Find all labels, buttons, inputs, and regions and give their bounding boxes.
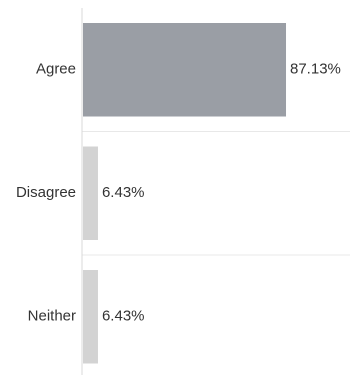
category-labels: Agree Disagree Neither	[16, 61, 76, 325]
bars-group	[83, 23, 287, 364]
value-label-neither: 6.43%	[102, 308, 145, 325]
bar-neither	[83, 270, 98, 364]
value-label-agree: 87.13%	[290, 61, 341, 78]
category-separators	[82, 131, 350, 256]
category-label-agree: Agree	[36, 61, 76, 78]
category-label-neither: Neither	[28, 308, 76, 325]
value-label-disagree: 6.43%	[102, 184, 145, 201]
bar-disagree	[83, 146, 98, 240]
bar-agree	[83, 23, 287, 117]
value-labels: 87.13% 6.43% 6.43%	[102, 61, 341, 325]
category-label-disagree: Disagree	[16, 184, 76, 201]
